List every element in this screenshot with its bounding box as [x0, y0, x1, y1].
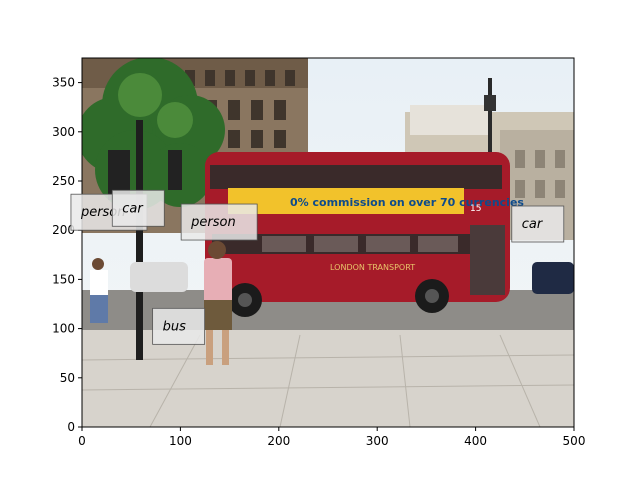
axes-frame [81, 57, 575, 428]
x-tick-label: 100 [169, 434, 192, 448]
detection-person: person [180, 203, 258, 241]
x-tick-label: 500 [563, 434, 586, 448]
y-axis: 0 50 100 150 200 250 300 350 [52, 76, 82, 434]
detection-car: car [111, 189, 165, 227]
y-tick-label: 50 [60, 371, 75, 385]
pavement [82, 330, 574, 427]
label-background [152, 307, 206, 345]
detection-car: car [511, 205, 565, 243]
y-tick-label: 250 [52, 174, 75, 188]
y-tick-label: 200 [52, 223, 75, 237]
detection-bus: bus [152, 307, 206, 345]
label-background [511, 205, 565, 243]
x-tick-label: 400 [464, 434, 487, 448]
y-tick-label: 0 [67, 420, 75, 434]
y-tick-label: 100 [52, 322, 75, 336]
label-background [180, 203, 258, 241]
detection-label: person [190, 215, 236, 230]
label-background [111, 189, 165, 227]
y-tick-label: 350 [52, 76, 75, 90]
bus-route-number: 15 [470, 204, 481, 214]
bus-ad-text: 0% commission on over 70 currencies [290, 196, 524, 209]
x-axis: 0 100 200 300 400 500 [78, 427, 585, 448]
x-tick-label: 300 [366, 434, 389, 448]
traffic-light-pole [136, 120, 143, 360]
y-tick-label: 300 [52, 125, 75, 139]
person-left [90, 258, 108, 323]
detection-label: bus [163, 319, 186, 334]
detection-label: car [122, 201, 144, 216]
bus-body: 0% commission on over 70 currencies LOND… [205, 152, 524, 317]
photo: 0% commission on over 70 currencies LOND… [82, 58, 574, 427]
x-tick-label: 0 [78, 434, 86, 448]
x-tick-label: 200 [267, 434, 290, 448]
y-tick-label: 150 [52, 272, 75, 286]
bus-side-text: LONDON TRANSPORT [330, 263, 415, 272]
detection-label: car [522, 217, 544, 232]
person-right [204, 241, 232, 365]
car-left [130, 262, 188, 292]
